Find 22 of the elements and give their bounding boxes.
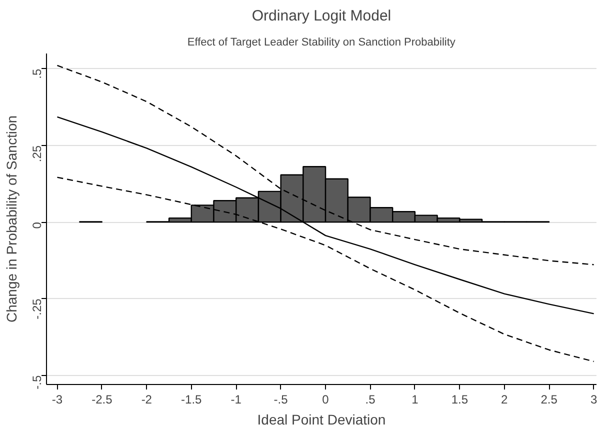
x-tick-label: .5 xyxy=(365,392,376,406)
x-tick-label: -3 xyxy=(52,392,63,406)
x-tick-label: 3 xyxy=(590,392,598,406)
x-axis-title: Ideal Point Deviation xyxy=(257,412,386,428)
y-tick-label: .25 xyxy=(30,145,44,162)
y-axis-title: Change in Probability of Sanction xyxy=(4,115,20,323)
y-tick-label: .5 xyxy=(30,68,44,79)
x-tick-label: -2 xyxy=(141,392,152,406)
x-tick-label: -.5 xyxy=(274,392,288,406)
x-tick-label: 2.5 xyxy=(540,392,558,406)
chart-subtitle: Effect of Target Leader Stability on Sanction Probability xyxy=(187,36,456,48)
x-tick-label: 1.5 xyxy=(451,392,468,406)
x-tick-label: -2.5 xyxy=(92,392,113,406)
x-tick-label: 0 xyxy=(322,392,330,406)
y-tick-label: -.25 xyxy=(30,298,44,320)
x-tick-label: 2 xyxy=(501,392,508,406)
x-tick-label: 1 xyxy=(412,392,419,406)
chart-title: Ordinary Logit Model xyxy=(252,8,392,24)
x-tick-label: -1 xyxy=(230,392,242,406)
x-tick-label: -1.5 xyxy=(181,392,202,406)
y-tick-label: -.5 xyxy=(30,374,44,390)
y-tick-label: 0 xyxy=(30,222,44,229)
